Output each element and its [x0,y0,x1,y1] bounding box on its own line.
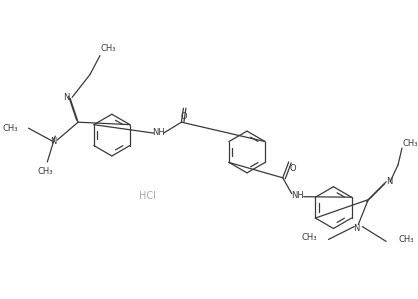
Text: N: N [353,224,359,233]
Text: NH: NH [152,128,165,137]
Text: CH₃: CH₃ [38,167,53,176]
Text: N: N [63,93,69,102]
Text: CH₃: CH₃ [301,233,316,242]
Text: CH₃: CH₃ [100,44,116,53]
Text: N: N [50,137,56,146]
Text: N: N [386,177,392,186]
Text: CH₃: CH₃ [402,138,418,147]
Text: NH: NH [291,191,304,200]
Text: O: O [180,112,187,121]
Text: CH₃: CH₃ [3,124,18,133]
Text: HCl: HCl [139,191,156,201]
Text: O: O [289,164,296,173]
Text: CH₃: CH₃ [398,235,413,244]
